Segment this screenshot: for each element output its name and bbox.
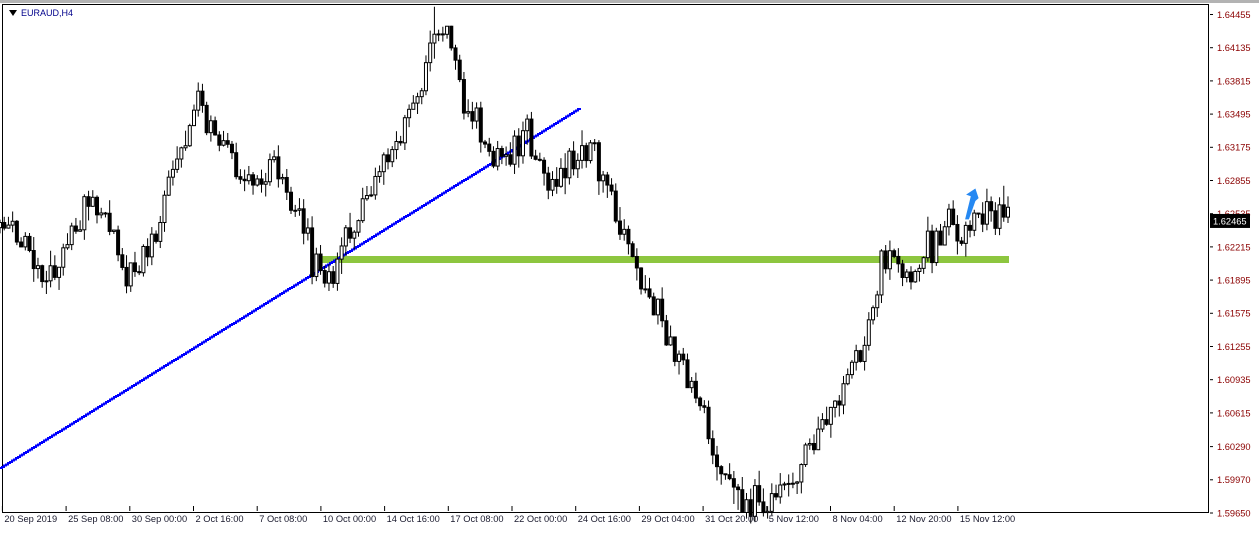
svg-text:1.59650: 1.59650 <box>1217 508 1251 518</box>
svg-text:31 Oct 20:00: 31 Oct 20:00 <box>705 514 758 524</box>
svg-text:20 Sep 2019: 20 Sep 2019 <box>4 514 57 524</box>
svg-text:1.60935: 1.60935 <box>1217 375 1251 385</box>
svg-text:1.60290: 1.60290 <box>1217 442 1251 452</box>
svg-text:10 Oct 00:00: 10 Oct 00:00 <box>323 514 376 524</box>
svg-text:1.64455: 1.64455 <box>1217 10 1251 20</box>
svg-text:1.62855: 1.62855 <box>1217 176 1251 186</box>
svg-text:17 Oct 08:00: 17 Oct 08:00 <box>450 514 503 524</box>
svg-text:1.63815: 1.63815 <box>1217 76 1251 86</box>
svg-text:7 Oct 08:00: 7 Oct 08:00 <box>259 514 307 524</box>
svg-text:2 Oct 16:00: 2 Oct 16:00 <box>196 514 244 524</box>
svg-text:1.62465: 1.62465 <box>1213 216 1247 226</box>
svg-text:22 Oct 00:00: 22 Oct 00:00 <box>514 514 567 524</box>
svg-text:1.60615: 1.60615 <box>1217 408 1251 418</box>
svg-text:1.62215: 1.62215 <box>1217 242 1251 252</box>
svg-text:29 Oct 04:00: 29 Oct 04:00 <box>641 514 694 524</box>
svg-text:1.59970: 1.59970 <box>1217 475 1251 485</box>
svg-text:14 Oct 16:00: 14 Oct 16:00 <box>387 514 440 524</box>
svg-text:15 Nov 12:00: 15 Nov 12:00 <box>960 514 1015 524</box>
svg-text:8 Nov 04:00: 8 Nov 04:00 <box>833 514 883 524</box>
svg-text:1.64135: 1.64135 <box>1217 43 1251 53</box>
svg-text:12 Nov 20:00: 12 Nov 20:00 <box>896 514 951 524</box>
svg-text:25 Sep 08:00: 25 Sep 08:00 <box>68 514 123 524</box>
svg-text:1.61895: 1.61895 <box>1217 275 1251 285</box>
svg-text:1.61575: 1.61575 <box>1217 309 1251 319</box>
svg-text:1.63495: 1.63495 <box>1217 110 1251 120</box>
svg-text:1.61255: 1.61255 <box>1217 342 1251 352</box>
svg-text:5 Nov 12:00: 5 Nov 12:00 <box>769 514 819 524</box>
svg-text:30 Sep 00:00: 30 Sep 00:00 <box>132 514 187 524</box>
svg-text:24 Oct 16:00: 24 Oct 16:00 <box>578 514 631 524</box>
svg-text:1.63175: 1.63175 <box>1217 143 1251 153</box>
